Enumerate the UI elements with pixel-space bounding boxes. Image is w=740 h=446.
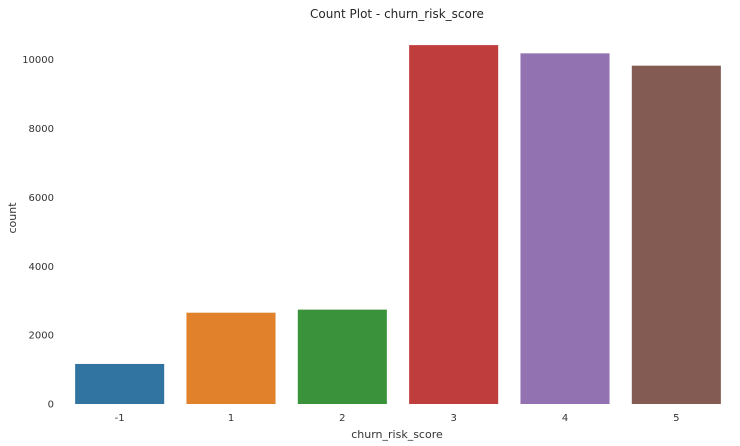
- y-axis-title: count: [6, 202, 19, 234]
- chart-title: Count Plot - churn_risk_score: [310, 7, 484, 21]
- x-tick-labels: -1 1 2 3 4 5: [115, 413, 680, 424]
- y-tick-label: 8000: [29, 124, 54, 135]
- bars-group: [75, 45, 721, 405]
- bar--1: [75, 363, 165, 404]
- x-axis-title: churn_risk_score: [351, 428, 443, 441]
- x-tick-label: 3: [450, 413, 456, 424]
- y-tick-label: 10000: [22, 55, 54, 66]
- x-tick-label: 5: [673, 413, 679, 424]
- x-tick-label: -1: [115, 413, 125, 424]
- y-tick-label: 4000: [29, 262, 54, 273]
- y-tick-labels: 0 2000 4000 6000 8000 10000: [22, 55, 54, 410]
- bar-1: [186, 312, 276, 404]
- x-tick-label: 1: [228, 413, 234, 424]
- bar-2: [297, 309, 387, 404]
- y-tick-label: 2000: [29, 331, 54, 342]
- x-tick-label: 4: [562, 413, 568, 424]
- bar-5: [631, 65, 721, 405]
- bar-3: [409, 45, 499, 404]
- x-tick-label: 2: [339, 413, 345, 424]
- bar-4: [520, 53, 610, 405]
- y-tick-label: 6000: [29, 193, 54, 204]
- y-tick-label: 0: [48, 400, 54, 411]
